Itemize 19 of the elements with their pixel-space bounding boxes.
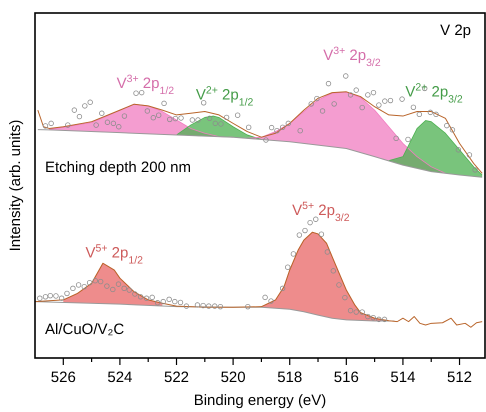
x-tick-label: 524: [107, 369, 132, 386]
x-tick-label: 516: [334, 369, 359, 386]
chart-title: V 2p: [440, 22, 471, 39]
x-tick-label: 522: [164, 369, 190, 386]
annotation: Al/CuO/V₂C: [45, 321, 124, 338]
x-tick-label: 526: [50, 369, 76, 386]
x-tick-label: 514: [390, 369, 416, 386]
x-tick-label: 512: [447, 369, 472, 386]
x-axis-title: Binding energy (eV): [194, 392, 326, 409]
annotation: Etching depth 200 nm: [45, 159, 191, 176]
y-axis-title: Intensity (arb. units): [7, 120, 24, 252]
x-tick-label: 520: [220, 369, 246, 386]
annotation: V$^{2+}$ 2p$_{3/2}$: [405, 82, 463, 106]
annotation: V$^{5+}$ 2p$_{1/2}$: [86, 242, 144, 266]
annotation: V$^{3+}$ 2p$_{1/2}$: [116, 73, 174, 98]
annotation: V$^{3+}$ 2p$_{3/2}$: [323, 45, 381, 69]
annotation: V$^{2+}$ 2p$_{1/2}$: [196, 84, 254, 108]
x-tick-label: 518: [277, 369, 302, 386]
annotation: V$^{5+}$ 2p$_{3/2}$: [292, 200, 350, 224]
